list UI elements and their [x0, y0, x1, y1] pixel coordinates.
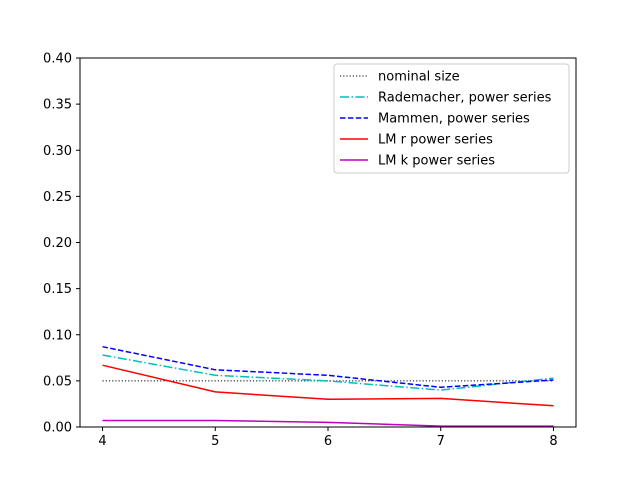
- y-tick-label: 0.15: [43, 282, 72, 297]
- y-tick-label: 0.35: [43, 98, 72, 113]
- series-line-1: [102, 354, 554, 391]
- y-tick-label: 0.05: [43, 374, 72, 389]
- x-tick-label: 7: [437, 434, 445, 449]
- y-axis: 0.00 0.05 0.10 0.15 0.20 0.25 0.30 0.35 0.40: [43, 52, 80, 436]
- legend-label-4: LM k power series: [378, 154, 495, 169]
- series-layer: [102, 345, 554, 427]
- y-tick-label: 0.20: [43, 236, 72, 251]
- y-tick-label: 0.30: [43, 144, 72, 159]
- legend-label-0: nominal size: [378, 70, 460, 85]
- x-tick-label: 8: [549, 434, 557, 449]
- x-axis: 4 5 6 7 8: [98, 427, 558, 449]
- legend-label-1: Rademacher, power series: [378, 91, 552, 106]
- legend: nominal size Rademacher, power series Mamm…: [333, 63, 570, 174]
- y-tick-label: 0.25: [43, 190, 72, 205]
- legend-label-3: LM r power series: [378, 133, 493, 148]
- x-tick-label: 6: [324, 434, 332, 449]
- y-tick-label: 0.00: [43, 421, 72, 436]
- y-tick-label: 0.40: [43, 52, 72, 67]
- x-tick-label: 4: [98, 434, 106, 449]
- y-tick-label: 0.10: [43, 328, 72, 343]
- legend-box: [333, 63, 570, 174]
- series-line-3: [102, 364, 554, 407]
- series-line-4: [102, 419, 554, 427]
- x-tick-label: 5: [211, 434, 219, 449]
- legend-label-2: Mammen, power series: [378, 112, 530, 127]
